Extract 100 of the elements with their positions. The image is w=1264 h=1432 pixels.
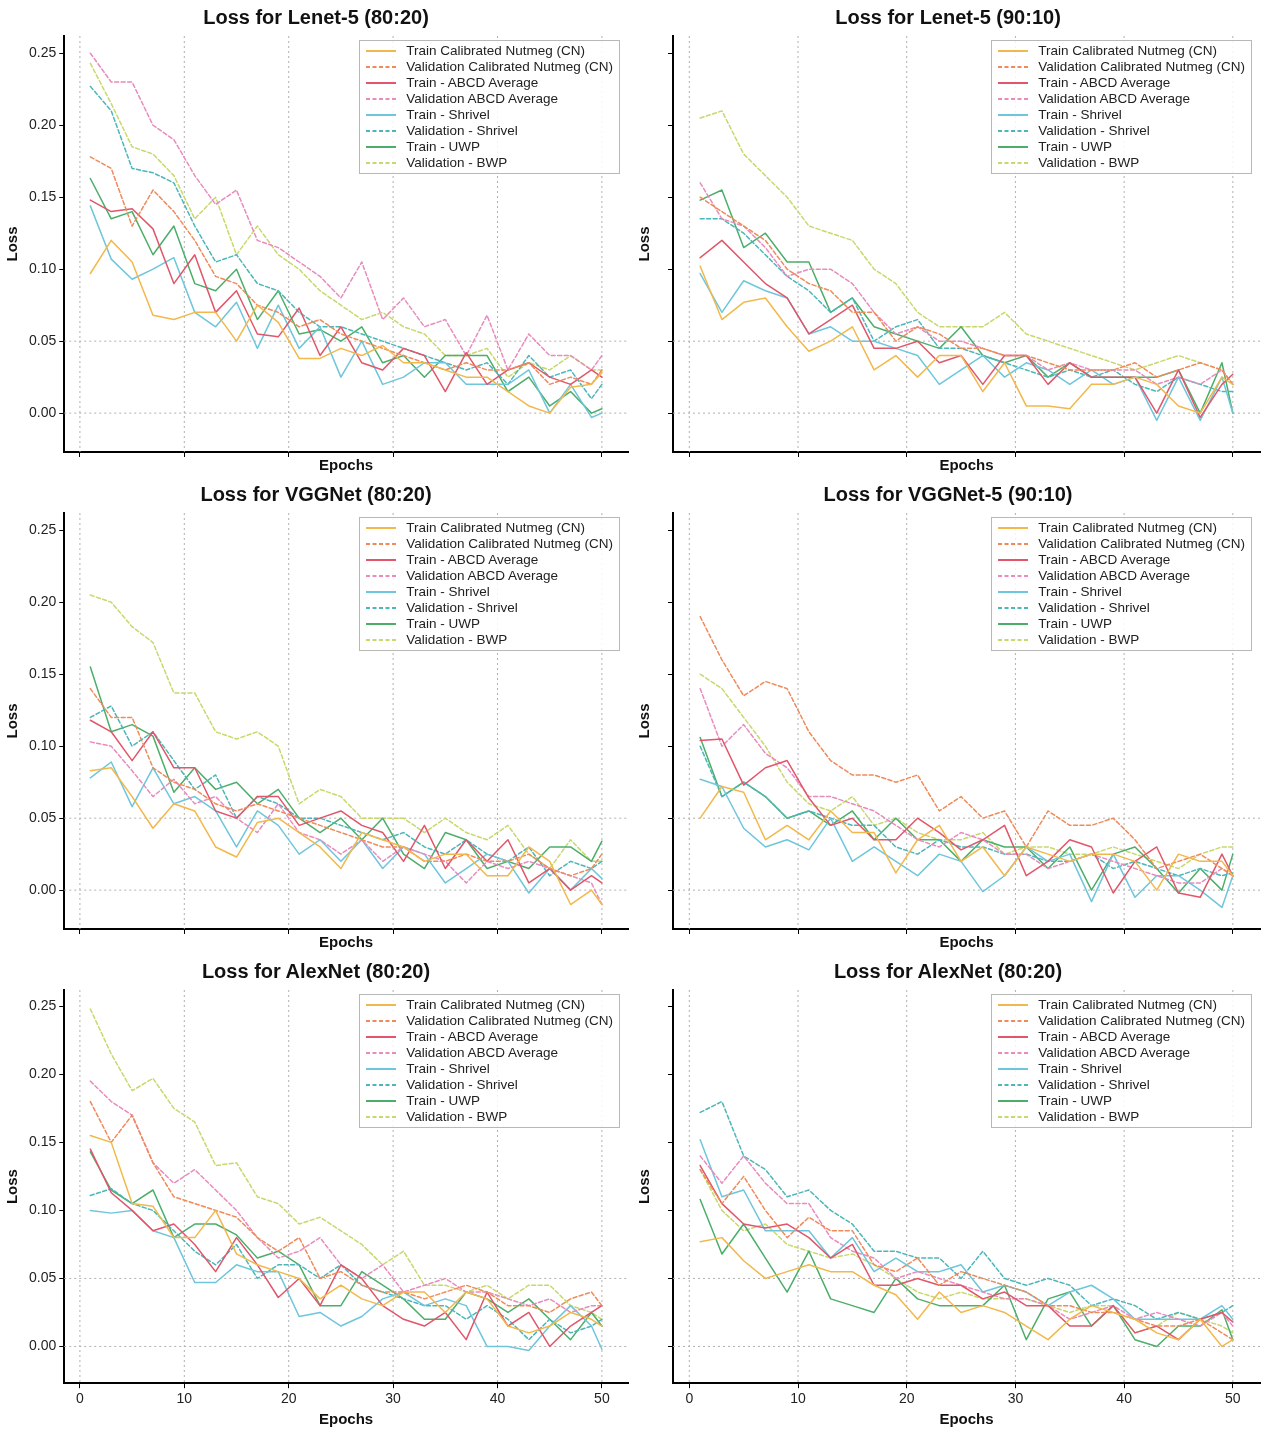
legend-label: Train - UWP [1038, 139, 1112, 155]
legend-label: Validation Calibrated Nutmeg (CN) [1038, 1013, 1245, 1029]
legend-label: Validation - Shrivel [1038, 600, 1150, 616]
x-axis-title: Epochs [319, 456, 374, 474]
x-tick-label: 30 [1007, 1390, 1024, 1407]
y-tick-label: 0.15 [29, 188, 57, 205]
legend-label: Validation - BWP [406, 632, 508, 648]
legend-label: Train - Shrivel [406, 1061, 490, 1077]
y-tick-label: 0.20 [29, 593, 57, 610]
y-axis-title: Loss [635, 226, 653, 262]
legend-label: Train - ABCD Average [406, 75, 539, 91]
legend-label: Validation - Shrivel [406, 600, 518, 616]
y-axis-title: Loss [635, 1169, 653, 1205]
legend-label: Train Calibrated Nutmeg (CN) [406, 520, 585, 536]
legend-label: Validation - BWP [406, 1109, 508, 1125]
chart-title: Loss for Lenet-5 (90:10) [835, 5, 1061, 28]
x-tick-label: 10 [790, 1390, 807, 1407]
y-tick-label: 0.20 [29, 1065, 57, 1082]
y-tick-label: 0.00 [29, 880, 57, 897]
legend-label: Validation - BWP [1038, 1109, 1140, 1125]
chart-title: Loss for Lenet-5 (80:20) [203, 5, 429, 28]
legend-label: Validation - Shrivel [1038, 123, 1150, 139]
legend-label: Validation Calibrated Nutmeg (CN) [406, 1013, 613, 1029]
line-series [89, 594, 603, 870]
x-tick-label: 0 [685, 1390, 694, 1407]
legend-label: Train - ABCD Average [406, 552, 539, 568]
legend-label: Train Calibrated Nutmeg (CN) [1038, 997, 1217, 1013]
y-tick-label: 0.10 [29, 1201, 57, 1218]
y-tick-label: 0.00 [29, 1337, 57, 1354]
y-tick-label: 0.25 [29, 997, 57, 1014]
chart-title: Loss for AlexNet (80:20) [833, 959, 1063, 982]
x-axis-title: Epochs [319, 933, 374, 951]
line-series [89, 156, 603, 386]
legend-label: Validation - BWP [1038, 632, 1140, 648]
legend-label: Validation Calibrated Nutmeg (CN) [406, 536, 613, 552]
x-axis-title: Epochs [319, 1410, 374, 1428]
legend-label: Train - ABCD Average [1038, 1029, 1171, 1045]
line-series [89, 741, 603, 906]
x-tick-label: 20 [280, 1390, 297, 1407]
x-tick-label: 50 [594, 1390, 610, 1407]
legend-label: Train Calibrated Nutmeg (CN) [1038, 520, 1217, 536]
legend-label: Validation - Shrivel [406, 123, 518, 139]
legend-label: Train - Shrivel [406, 584, 490, 600]
x-tick-label: 50 [1225, 1390, 1241, 1407]
legend-label: Validation Calibrated Nutmeg (CN) [1038, 59, 1245, 75]
x-tick-label: 0 [76, 1390, 85, 1407]
legend-label: Train - UWP [1038, 616, 1112, 632]
legend-label: Validation ABCD Average [406, 568, 559, 584]
x-axis-title: Epochs [939, 1410, 994, 1428]
chart-title: Loss for VGGNet-5 (90:10) [823, 482, 1073, 505]
x-tick-label: 10 [176, 1390, 193, 1407]
legend-label: Train - UWP [406, 139, 480, 155]
legend-label: Validation Calibrated Nutmeg (CN) [1038, 536, 1245, 552]
x-tick-label: 20 [898, 1390, 915, 1407]
legend-label: Train - ABCD Average [1038, 75, 1171, 91]
line-series [89, 1187, 603, 1341]
y-tick-label: 0.05 [29, 809, 57, 826]
legend-label: Validation ABCD Average [1038, 1045, 1191, 1061]
chart-title: Loss for VGGNet (80:20) [200, 482, 432, 505]
y-axis-title: Loss [3, 226, 21, 262]
x-axis-title: Epochs [939, 456, 994, 474]
legend-label: Train - UWP [1038, 1093, 1112, 1109]
y-axis-title: Loss [3, 703, 21, 739]
y-tick-label: 0.05 [29, 332, 57, 349]
legend-label: Validation Calibrated Nutmeg (CN) [406, 59, 613, 75]
y-axis-title: Loss [3, 1169, 21, 1205]
legend-label: Train - ABCD Average [1038, 552, 1171, 568]
x-tick-label: 30 [385, 1390, 402, 1407]
y-tick-label: 0.15 [29, 1133, 57, 1150]
y-tick-label: 0.00 [29, 403, 57, 420]
legend-label: Validation ABCD Average [1038, 91, 1191, 107]
legend-label: Train Calibrated Nutmeg (CN) [406, 43, 585, 59]
y-tick-label: 0.25 [29, 521, 57, 538]
legend-label: Train - Shrivel [1038, 1061, 1122, 1077]
x-axis-title: Epochs [939, 933, 994, 951]
x-tick-label: 40 [1116, 1390, 1133, 1407]
legend-label: Validation - Shrivel [406, 1077, 518, 1093]
legend-label: Validation ABCD Average [406, 91, 559, 107]
y-tick-label: 0.15 [29, 665, 57, 682]
x-tick-label: 40 [489, 1390, 506, 1407]
y-tick-label: 0.10 [29, 737, 57, 754]
legend-label: Validation - Shrivel [1038, 1077, 1150, 1093]
legend-label: Train - Shrivel [1038, 584, 1122, 600]
legend-label: Train Calibrated Nutmeg (CN) [1038, 43, 1217, 59]
legend-label: Validation ABCD Average [1038, 568, 1191, 584]
legend-label: Train - UWP [406, 616, 480, 632]
legend-label: Validation - BWP [1038, 155, 1140, 171]
legend-label: Train - UWP [406, 1093, 480, 1109]
legend-label: Train Calibrated Nutmeg (CN) [406, 997, 585, 1013]
y-tick-label: 0.25 [29, 44, 57, 61]
y-tick-label: 0.05 [29, 1269, 57, 1286]
legend-label: Validation ABCD Average [406, 1045, 559, 1061]
legend-label: Validation - BWP [406, 155, 508, 171]
legend-label: Train - Shrivel [1038, 107, 1122, 123]
legend-label: Train - Shrivel [406, 107, 490, 123]
y-tick-label: 0.10 [29, 260, 57, 277]
chart-title: Loss for AlexNet (80:20) [201, 959, 431, 982]
legend-label: Train - ABCD Average [406, 1029, 539, 1045]
y-axis-title: Loss [635, 703, 653, 739]
y-tick-label: 0.20 [29, 116, 57, 133]
